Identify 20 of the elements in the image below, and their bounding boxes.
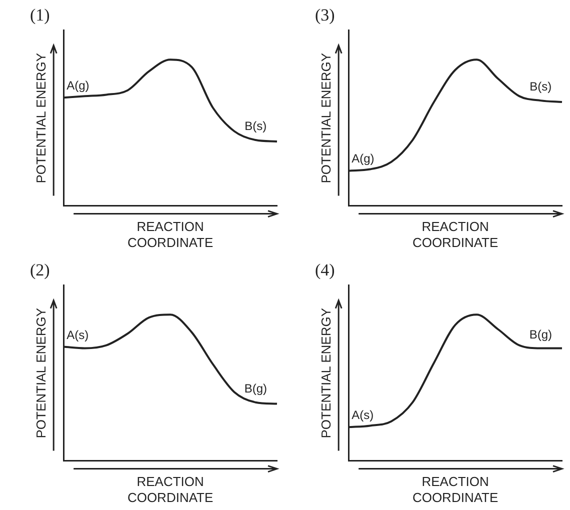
annotation: A(g) [66, 78, 90, 93]
x-axis-title: REACTION COORDINATE [127, 219, 214, 250]
x-axis-title: REACTION COORDINATE [412, 219, 498, 250]
chart-title: (4) [315, 260, 335, 280]
y-axis-title: POTENTIAL ENERGY [33, 52, 48, 184]
chart-title: (3) [315, 6, 335, 25]
annotation: A(g) [352, 152, 374, 166]
annotation: A(s) [352, 408, 374, 422]
y-axis-title: POTENTIAL ENERGY [318, 308, 334, 438]
annotation: A(s) [66, 328, 89, 342]
annotation: B(s) [244, 119, 267, 134]
annotation: B(g) [244, 381, 267, 396]
annotation: B(s) [530, 80, 552, 94]
x-axis-title: REACTION COORDINATE [412, 474, 498, 505]
annotation: B(g) [529, 327, 552, 342]
chart-title: (1) [30, 6, 50, 25]
y-axis-title: POTENTIAL ENERGY [318, 52, 334, 184]
x-axis-title: REACTION COORDINATE [127, 474, 214, 505]
chart-title: (2) [30, 260, 50, 280]
y-axis-title: POTENTIAL ENERGY [33, 308, 48, 438]
